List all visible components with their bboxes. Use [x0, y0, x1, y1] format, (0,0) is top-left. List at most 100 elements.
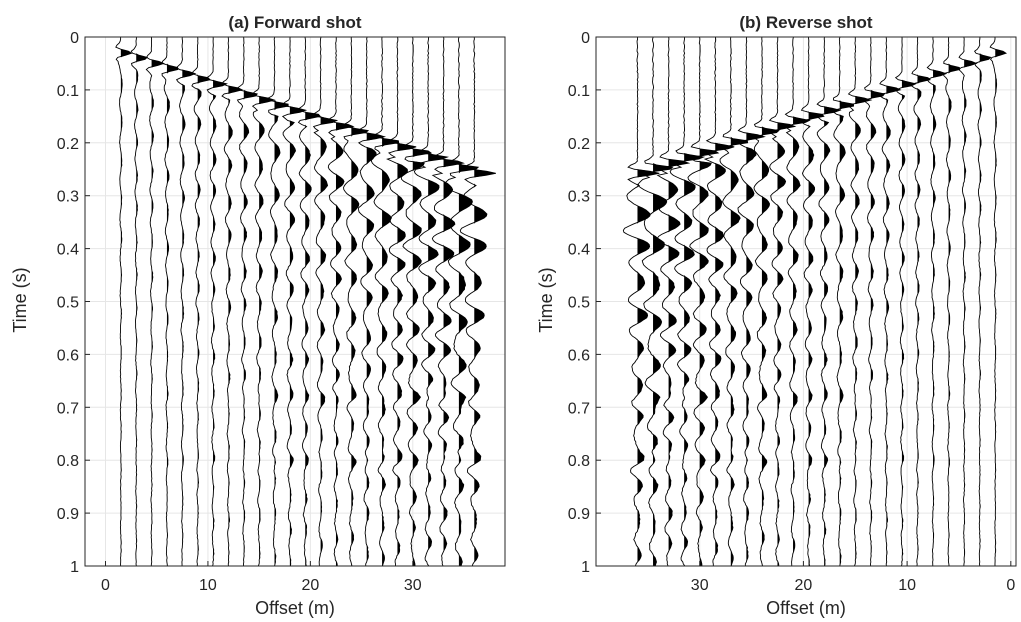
trace-fill — [730, 37, 748, 566]
trace-wiggle — [622, 36, 660, 567]
trace-wiggle — [753, 36, 780, 567]
trace-wiggle — [130, 36, 148, 567]
trace-fill — [761, 37, 779, 566]
y-tick-label: 1 — [70, 559, 79, 576]
trace-wiggle — [768, 36, 797, 567]
x-tick-label: 20 — [795, 577, 813, 594]
panel-title: (b) Reverse shot — [739, 13, 873, 32]
y-tick-label: 1 — [581, 559, 590, 576]
trace-wiggle — [431, 36, 465, 567]
trace-wiggle — [656, 36, 691, 567]
trace-fill — [668, 37, 689, 566]
trace-wiggle — [191, 36, 212, 567]
x-axis-label: Offset (m) — [255, 598, 335, 618]
y-tick-label: 0.5 — [568, 295, 590, 312]
trace-wiggle — [413, 36, 450, 567]
trace-wiggle — [943, 36, 961, 567]
panel-title: (a) Forward shot — [228, 13, 362, 32]
trace-wiggle — [459, 36, 496, 567]
trace-wiggle — [357, 36, 387, 567]
x-tick-label: 30 — [404, 577, 422, 594]
trace-wiggle — [312, 36, 339, 567]
panel-forward-shot: (a) Forward shot 0 10 20 30 0 0.1 0.2 0.3 0.4 0.… — [10, 13, 506, 618]
y-tick-label: 0.8 — [568, 453, 590, 470]
trace-wiggle — [206, 36, 228, 567]
y-tick-label: 0.2 — [57, 136, 79, 153]
x-tick-label: 0 — [1006, 577, 1015, 594]
trace-wiggle — [719, 36, 749, 567]
y-tick-label: 0.3 — [568, 189, 590, 206]
y-tick-label: 0.8 — [57, 453, 79, 470]
trace-wiggle — [847, 36, 873, 567]
trace-fill — [933, 37, 946, 566]
panel-reverse-shot: (b) Reverse shot 0 10 20 30 0 0.1 0.2 0.3 0.4 0.… — [536, 13, 1017, 618]
y-axis-label: Time (s) — [536, 267, 556, 332]
y-tick-label: 0.9 — [57, 506, 79, 523]
traces — [115, 36, 496, 567]
trace-wiggle — [251, 36, 276, 567]
trace-wiggle — [267, 36, 289, 567]
trace-wiggle — [161, 36, 179, 567]
y-tick-label: 0.9 — [568, 506, 590, 523]
trace-wiggle — [281, 36, 308, 567]
trace-wiggle — [637, 36, 674, 567]
x-tick-label: 0 — [101, 577, 110, 594]
y-ticks: 0 0.1 0.2 0.3 0.4 0.5 0.6 0.7 0.8 0.9 1 — [568, 30, 601, 576]
y-tick-label: 0.1 — [57, 83, 79, 100]
y-axis-label: Time (s) — [10, 267, 30, 332]
trace-wiggle — [175, 36, 197, 567]
trace-wiggle — [703, 36, 735, 567]
trace-wiggle — [115, 36, 133, 567]
trace-wiggle — [669, 36, 706, 567]
x-axis-label: Offset (m) — [766, 598, 846, 618]
y-tick-label: 0.6 — [57, 347, 79, 364]
grid — [85, 36, 505, 567]
trace-wiggle — [343, 36, 370, 567]
trace-fill — [397, 37, 417, 566]
y-tick-label: 0.7 — [57, 400, 79, 417]
trace-fill — [715, 37, 735, 566]
x-tick-label: 30 — [691, 577, 709, 594]
trace-wiggle — [974, 36, 992, 567]
y-tick-label: 0.5 — [57, 295, 79, 312]
y-tick-label: 0.4 — [57, 242, 79, 259]
y-tick-label: 0 — [70, 30, 79, 47]
y-ticks: 0 0.1 0.2 0.3 0.4 0.5 0.6 0.7 0.8 0.9 1 — [57, 30, 90, 576]
trace-wiggle — [221, 36, 244, 567]
y-tick-label: 0.6 — [568, 347, 590, 364]
y-tick-label: 0.3 — [57, 189, 79, 206]
trace-wiggle — [800, 36, 825, 567]
y-tick-label: 0.4 — [568, 242, 590, 259]
x-tick-label: 10 — [898, 577, 916, 594]
trace-wiggle — [926, 36, 948, 567]
trace-wiggle — [236, 36, 258, 567]
trace-wiggle — [863, 36, 886, 567]
trace-wiggle — [816, 36, 842, 567]
y-tick-label: 0.7 — [568, 400, 590, 417]
trace-wiggle — [370, 36, 400, 567]
x-tick-label: 10 — [199, 577, 217, 594]
trace-fill — [443, 37, 464, 566]
x-tick-label: 20 — [301, 577, 319, 594]
trace-fill — [182, 37, 196, 566]
trace-wiggle — [911, 36, 931, 567]
trace-fill — [382, 37, 399, 566]
trace-fill — [351, 37, 369, 566]
trace-wiggle — [443, 36, 480, 567]
y-tick-label: 0.1 — [568, 83, 590, 100]
trace-wiggle — [879, 36, 902, 567]
trace-wiggle — [737, 36, 766, 567]
x-ticks: 0 10 20 30 — [101, 561, 422, 594]
trace-wiggle — [145, 36, 165, 567]
traces — [622, 36, 1008, 567]
y-tick-label: 0 — [581, 30, 590, 47]
y-tick-label: 0.2 — [568, 136, 590, 153]
trace-wiggle — [297, 36, 322, 567]
trace-wiggle — [989, 36, 1008, 567]
trace-wiggle — [894, 36, 917, 567]
x-ticks: 0 10 20 30 — [691, 561, 1015, 594]
trace-wiggle — [400, 36, 433, 567]
trace-wiggle — [327, 36, 355, 567]
trace-wiggle — [386, 36, 417, 567]
